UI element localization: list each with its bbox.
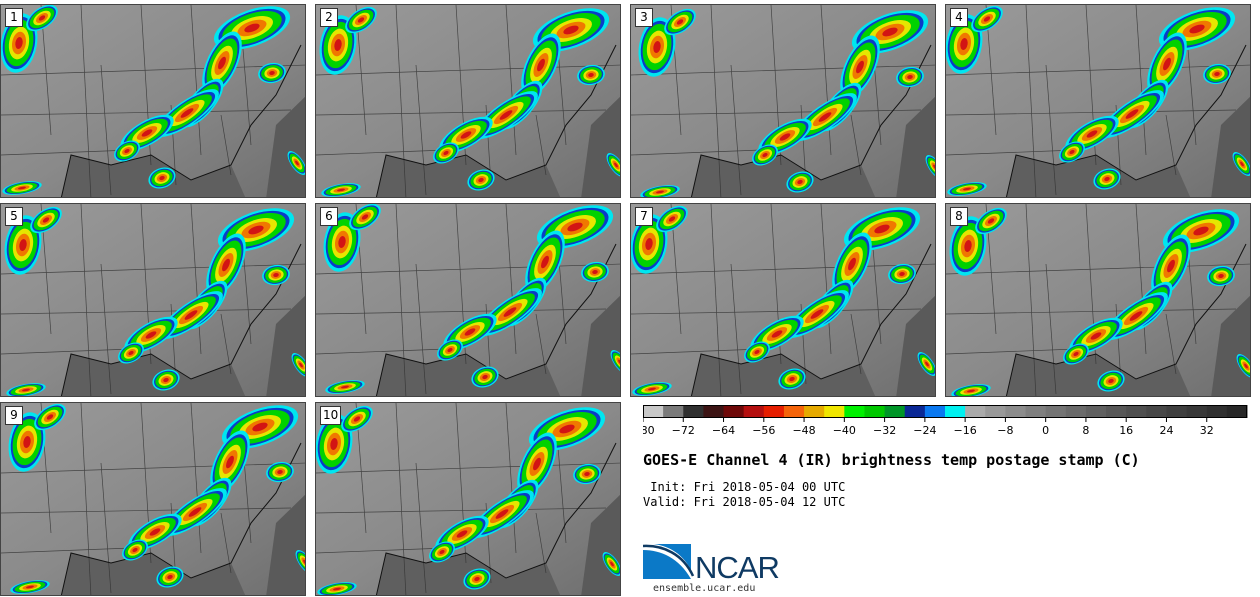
colorbar-swatch bbox=[1065, 405, 1087, 418]
panel-number-label: 1 bbox=[5, 8, 23, 27]
colorbar-tick-label: −8 bbox=[997, 424, 1013, 437]
chart-title: GOES-E Channel 4 (IR) brightness temp po… bbox=[643, 451, 1140, 469]
colorbar-swatch bbox=[904, 405, 926, 418]
colorbar-swatch bbox=[884, 405, 906, 418]
colorbar-tick-label: −72 bbox=[672, 424, 695, 437]
postage-stamp-panel: 4 bbox=[945, 4, 1251, 198]
panel-number-label: 5 bbox=[5, 207, 23, 226]
colorbar-tick-label: −40 bbox=[833, 424, 856, 437]
postage-stamp-panel: 10 bbox=[315, 402, 621, 596]
colorbar-swatch bbox=[844, 405, 865, 418]
init-time: Init: Fri 2018-05-04 00 UTC bbox=[643, 480, 846, 494]
ir-satellite-map bbox=[316, 403, 620, 595]
postage-stamp-panel: 2 bbox=[315, 4, 621, 198]
postage-stamp-panel: 5 bbox=[0, 203, 306, 397]
colorbar-swatch bbox=[1025, 405, 1047, 418]
colorbar-tick-label: 32 bbox=[1200, 424, 1214, 437]
postage-stamp-panel: 8 bbox=[945, 203, 1251, 397]
colorbar-tick-label: −80 bbox=[643, 424, 655, 437]
panel-number-label: 9 bbox=[5, 406, 23, 425]
panel-number-label: 8 bbox=[950, 207, 968, 226]
ir-satellite-map bbox=[316, 204, 620, 396]
colorbar-tick-label: 16 bbox=[1119, 424, 1133, 437]
colorbar-swatch bbox=[965, 405, 986, 418]
colorbar-swatch bbox=[1005, 405, 1027, 418]
colorbar-swatch bbox=[1106, 405, 1127, 418]
colorbar-tick-label: 0 bbox=[1042, 424, 1049, 437]
colorbar-tick-label: 8 bbox=[1082, 424, 1089, 437]
colorbar-swatch bbox=[1206, 405, 1228, 418]
colorbar-swatch bbox=[924, 405, 946, 418]
site-url: ensemble.ucar.edu bbox=[653, 583, 756, 594]
ir-satellite-map bbox=[631, 5, 935, 197]
ir-satellite-map bbox=[946, 204, 1250, 396]
panel-number-label: 4 bbox=[950, 8, 968, 27]
ir-satellite-map bbox=[1, 204, 305, 396]
colorbar-swatch bbox=[1226, 405, 1248, 418]
colorbar-swatch bbox=[1126, 405, 1147, 418]
postage-stamp-panel: 6 bbox=[315, 203, 621, 397]
colorbar-swatch bbox=[1146, 405, 1167, 418]
colorbar-swatch bbox=[1186, 405, 1208, 418]
colorbar-swatch bbox=[783, 405, 805, 418]
colorbar-tick-label: −56 bbox=[752, 424, 775, 437]
colorbar-swatch bbox=[804, 405, 825, 418]
colorbar-swatch bbox=[945, 405, 966, 418]
colorbar-swatch bbox=[703, 405, 725, 418]
panel-number-label: 10 bbox=[320, 406, 342, 425]
panel-number-label: 6 bbox=[320, 207, 338, 226]
colorbar-tick-label: −24 bbox=[913, 424, 936, 437]
colorbar-swatch bbox=[1045, 405, 1067, 418]
colorbar-swatch bbox=[723, 405, 745, 418]
colorbar-swatch bbox=[763, 405, 785, 418]
postage-stamp-panel: 7 bbox=[630, 203, 936, 397]
ir-satellite-map bbox=[316, 5, 620, 197]
colorbar-swatch bbox=[824, 405, 845, 418]
postage-stamp-panel: 3 bbox=[630, 4, 936, 198]
ncar-logo-icon bbox=[643, 543, 695, 579]
postage-stamp-panel: 1 bbox=[0, 4, 306, 198]
colorbar-swatch bbox=[743, 405, 765, 418]
colorbar-swatch bbox=[683, 405, 704, 418]
panel-number-label: 2 bbox=[320, 8, 338, 27]
valid-time: Valid: Fri 2018-05-04 12 UTC bbox=[643, 495, 846, 509]
colorbar-swatch bbox=[643, 405, 664, 418]
colorbar-swatch bbox=[1166, 405, 1188, 418]
colorbar-tick-label: −48 bbox=[792, 424, 815, 437]
panel-number-label: 3 bbox=[635, 8, 653, 27]
colorbar-tick-label: 24 bbox=[1159, 424, 1173, 437]
colorbar-tick-label: −64 bbox=[712, 424, 735, 437]
ir-satellite-map bbox=[1, 403, 305, 595]
ir-satellite-map bbox=[1, 5, 305, 197]
ir-satellite-map bbox=[631, 204, 935, 396]
colorbar-swatch bbox=[1085, 405, 1107, 418]
panel-number-label: 7 bbox=[635, 207, 653, 226]
ir-satellite-map bbox=[946, 5, 1250, 197]
colorbar-tick-label: −16 bbox=[954, 424, 977, 437]
colorbar-swatch bbox=[985, 405, 1006, 418]
logo-text: NCAR bbox=[695, 550, 780, 585]
colorbar-tick-label: −32 bbox=[873, 424, 896, 437]
colorbar-swatch bbox=[864, 405, 886, 418]
postage-stamp-panel: 9 bbox=[0, 402, 306, 596]
colorbar-swatch bbox=[663, 405, 684, 418]
